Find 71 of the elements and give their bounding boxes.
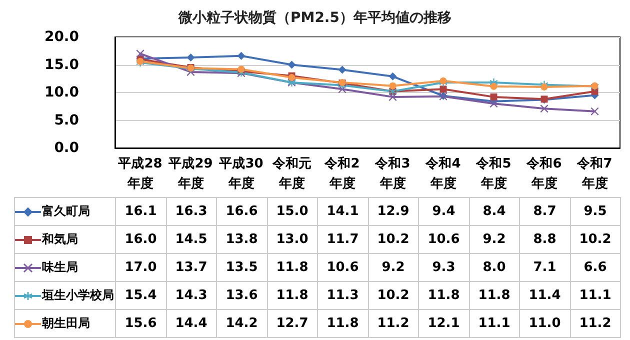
data-label: 11.1 [570,282,620,310]
legend-label: 朝生田局 [42,316,90,330]
data-label: 12.7 [267,310,318,338]
data-label: 13.8 [216,226,267,254]
data-label: 11.4 [520,282,570,310]
x-tick-label: 令和3年度 [374,156,410,192]
y-tick-label: 10.0 [44,84,80,100]
x-tick-label: 平成29年度 [168,156,213,192]
x-tick-label: 令和2年度 [324,156,360,192]
data-label: 11.8 [469,282,520,310]
x-tick-label: 令和7年度 [576,156,612,192]
data-label: 11.3 [318,282,368,310]
data-label: 15.0 [267,198,318,226]
data-label: 9.5 [570,198,620,226]
x-tick-label: 令和6年度 [526,156,562,192]
data-label: 16.3 [166,198,216,226]
y-tick-label: 20.0 [44,29,80,45]
x-tick-label: 令和4年度 [424,156,461,192]
data-label: 17.0 [116,254,166,282]
data-label: 10.2 [368,282,418,310]
x-tick-label: 令和5年度 [475,156,512,192]
data-label: 10.2 [570,226,620,254]
y-tick-label: 0.0 [54,140,80,156]
x-tick-label: 平成30年度 [218,156,264,192]
data-label: 12.1 [418,310,469,338]
data-label: 11.8 [267,282,318,310]
data-label: 15.4 [116,282,166,310]
data-label: 8.7 [520,198,570,226]
data-label: 14.5 [166,226,216,254]
data-label: 9.2 [368,254,418,282]
data-label: 9.4 [418,198,469,226]
legend-label: 垣生小学校局 [42,288,114,302]
chart-title: 微小粒子状物質（PM2.5）年平均値の推移 [178,9,452,26]
data-label: 13.5 [216,254,267,282]
data-label: 13.7 [166,254,216,282]
data-label: 11.1 [469,310,520,338]
data-label: 10.6 [418,226,469,254]
data-label: 13.6 [216,282,267,310]
data-label: 11.8 [418,282,469,310]
data-label: 8.0 [469,254,520,282]
data-label: 15.6 [116,310,166,338]
data-label: 11.2 [570,310,620,338]
x-tick-label: 平成28年度 [117,156,162,192]
data-label: 11.8 [318,310,368,338]
data-label: 9.3 [418,254,469,282]
x-tick-label: 令和元年度 [271,156,312,192]
data-label: 9.2 [469,226,520,254]
data-label: 12.9 [368,198,418,226]
data-label: 14.4 [166,310,216,338]
data-label: 11.0 [520,310,570,338]
data-label: 16.1 [116,198,166,226]
data-label: 11.8 [267,254,318,282]
data-label: 11.7 [318,226,368,254]
data-label: 10.6 [318,254,368,282]
data-label: 16.6 [216,198,267,226]
data-label: 14.2 [216,310,267,338]
data-label: 8.8 [520,226,570,254]
data-label: 8.4 [469,198,520,226]
data-label: 13.0 [267,226,318,254]
legend-label: 富久町局 [42,204,90,218]
data-label: 16.0 [116,226,166,254]
data-label: 14.1 [318,198,368,226]
y-tick-label: 15.0 [44,56,80,73]
data-label: 7.1 [520,254,570,282]
data-label: 10.2 [368,226,418,254]
legend-label: 和気局 [42,232,78,246]
data-label: 6.6 [570,254,620,282]
legend-label: 味生局 [42,260,78,274]
data-label: 11.2 [368,310,418,338]
y-tick-label: 5.0 [54,112,80,128]
data-label: 14.3 [166,282,216,310]
